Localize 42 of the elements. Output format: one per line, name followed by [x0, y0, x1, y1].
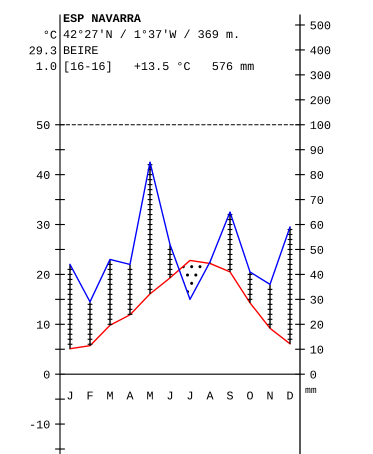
y-tick-label: 0 [44, 370, 50, 379]
y2-tick-label: 30 [310, 296, 324, 304]
x-tick-label: M [147, 392, 153, 400]
x-tick-label: S [226, 392, 233, 400]
y2-tick-label: 40 [310, 270, 324, 279]
x-tick-label: N [267, 392, 273, 400]
line-series [69, 161, 291, 303]
x-tick-label: O [247, 392, 253, 400]
x-tick-label: J [187, 392, 192, 400]
x-tick-label: M [107, 392, 113, 400]
x-tick-label: A [126, 392, 134, 400]
y-tick-label: 50 [36, 121, 50, 130]
text: 42°27'N / 1°37'W / 369 m. [64, 29, 238, 38]
y3-tick-label: 200 [310, 96, 330, 104]
y-tick-label: 30 [36, 220, 50, 229]
annotation: BEIRE [64, 46, 98, 54]
y-tick-label: 20 [36, 270, 50, 279]
y2-tick-label: 70 [310, 196, 324, 204]
text: °C 29.3 1.0 [29, 30, 56, 70]
y2-tick-label: 60 [310, 220, 324, 229]
line-series [69, 260, 291, 350]
y-tick-label: -10 [30, 420, 50, 428]
x-tick-label: J [167, 392, 172, 400]
y3-tick-label: 400 [310, 46, 330, 54]
y3-tick-label: 300 [310, 71, 330, 80]
x-tick-label: J [67, 392, 72, 400]
y3-tick-label: 500 [310, 21, 330, 30]
x-tick-label: A [206, 392, 214, 400]
y-tick-label: 10 [36, 320, 50, 329]
y2-tick-label: 10 [310, 346, 324, 354]
x-tick-label: D [287, 392, 293, 400]
y2-tick-label: 0 [310, 370, 316, 379]
x-tick-label: F [88, 392, 93, 400]
y-tick-label: 40 [36, 171, 50, 180]
y2-tick-label: 90 [310, 146, 324, 154]
y2-tick-label: 80 [310, 171, 324, 180]
annotation: [16-16] +13.5 °C 576 mm [65, 61, 254, 72]
text: mm [305, 388, 316, 393]
y2-tick-label: 100 [310, 121, 330, 130]
y2-tick-label: 50 [310, 246, 324, 254]
y2-tick-label: 20 [310, 320, 324, 329]
chart-title: ESP NAVARRA [64, 14, 141, 22]
